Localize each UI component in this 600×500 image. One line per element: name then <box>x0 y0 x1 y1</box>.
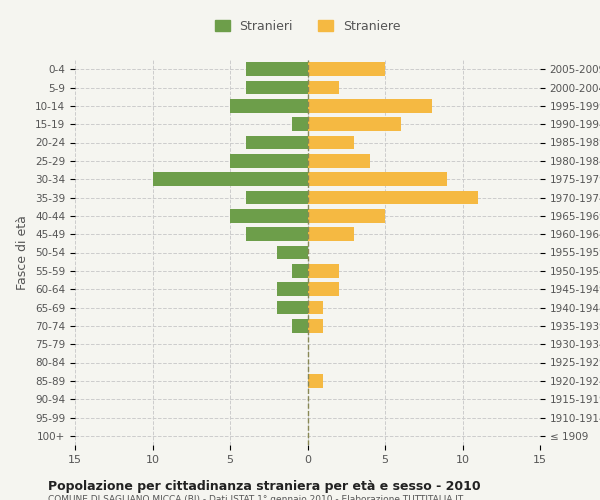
Bar <box>245 228 308 241</box>
Bar <box>308 374 323 388</box>
Bar <box>308 118 401 131</box>
Bar <box>277 282 308 296</box>
Bar <box>308 154 370 168</box>
Bar <box>308 209 385 222</box>
Bar <box>245 62 308 76</box>
Bar <box>308 62 385 76</box>
Bar <box>308 190 478 204</box>
Bar <box>277 246 308 260</box>
Bar <box>230 99 308 112</box>
Text: COMUNE DI SAGLIANO MICCA (BI) - Dati ISTAT 1° gennaio 2010 - Elaborazione TUTTIT: COMUNE DI SAGLIANO MICCA (BI) - Dati IST… <box>48 495 463 500</box>
Bar <box>277 300 308 314</box>
Bar <box>230 209 308 222</box>
Bar <box>230 154 308 168</box>
Text: Popolazione per cittadinanza straniera per età e sesso - 2010: Popolazione per cittadinanza straniera p… <box>48 480 481 493</box>
Bar <box>245 190 308 204</box>
Bar <box>308 228 354 241</box>
Bar <box>292 319 308 332</box>
Y-axis label: Anni di nascita: Anni di nascita <box>599 206 600 298</box>
Bar <box>308 80 338 94</box>
Y-axis label: Fasce di età: Fasce di età <box>16 215 29 290</box>
Bar <box>308 319 323 332</box>
Bar <box>308 136 354 149</box>
Bar <box>308 172 447 186</box>
Bar <box>152 172 308 186</box>
Bar <box>308 300 323 314</box>
Legend: Stranieri, Straniere: Stranieri, Straniere <box>211 16 404 36</box>
Bar <box>292 118 308 131</box>
Bar <box>308 282 338 296</box>
Bar <box>245 80 308 94</box>
Bar <box>245 136 308 149</box>
Bar <box>292 264 308 278</box>
Bar <box>308 99 431 112</box>
Bar <box>308 264 338 278</box>
